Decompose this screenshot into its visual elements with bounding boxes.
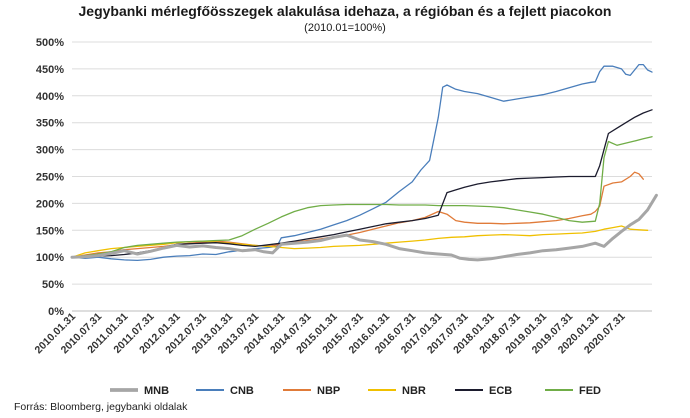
series-line-cnb: [71, 63, 653, 262]
series-line-fed: [71, 136, 653, 258]
legend-label: MNB: [144, 385, 169, 397]
legend-label: CNB: [230, 385, 254, 397]
chart-title: Jegybanki mérlegfőösszegek alakulása ide…: [79, 3, 612, 19]
legend-label: FED: [579, 385, 601, 397]
legend-item-ecb: ECB: [455, 385, 512, 397]
y-tick-label: 100%: [36, 252, 64, 264]
legend-item-nbp: NBP: [283, 385, 340, 397]
x-axis-ticks: 2010.01.312010.07.312011.01.312011.07.31…: [32, 311, 627, 357]
source-note: Forrás: Bloomberg, jegybanki oldalak: [14, 401, 188, 413]
legend-label: ECB: [489, 385, 512, 397]
legend-item-mnb: MNB: [110, 385, 169, 397]
y-tick-label: 500%: [36, 37, 64, 49]
y-tick-label: 300%: [36, 145, 64, 157]
y-tick-label: 250%: [36, 172, 64, 184]
y-tick-label: 350%: [36, 118, 64, 130]
series-lines: [70, 63, 658, 262]
legend: MNB CNB NBP NBR ECB FED: [110, 385, 601, 397]
y-tick-label: 0%: [48, 306, 64, 318]
legend-label: NBR: [402, 385, 426, 397]
series-line-nbr: [71, 225, 649, 258]
legend-item-nbr: NBR: [368, 385, 426, 397]
y-tick-label: 200%: [36, 198, 64, 210]
legend-label: NBP: [317, 385, 340, 397]
chart-subtitle: (2010.01=100%): [304, 22, 386, 34]
series-line-ecb: [71, 109, 653, 258]
y-tick-label: 400%: [36, 91, 64, 103]
y-tick-label: 50%: [42, 279, 64, 291]
legend-item-cnb: CNB: [196, 385, 254, 397]
y-tick-label: 150%: [36, 225, 64, 237]
y-axis-ticks: 0% 50% 100% 150% 200% 250% 300% 350% 400% 450% 500…: [36, 37, 64, 318]
series-line-mnb: [70, 193, 658, 262]
y-tick-label: 450%: [36, 64, 64, 76]
legend-item-fed: FED: [545, 385, 601, 397]
